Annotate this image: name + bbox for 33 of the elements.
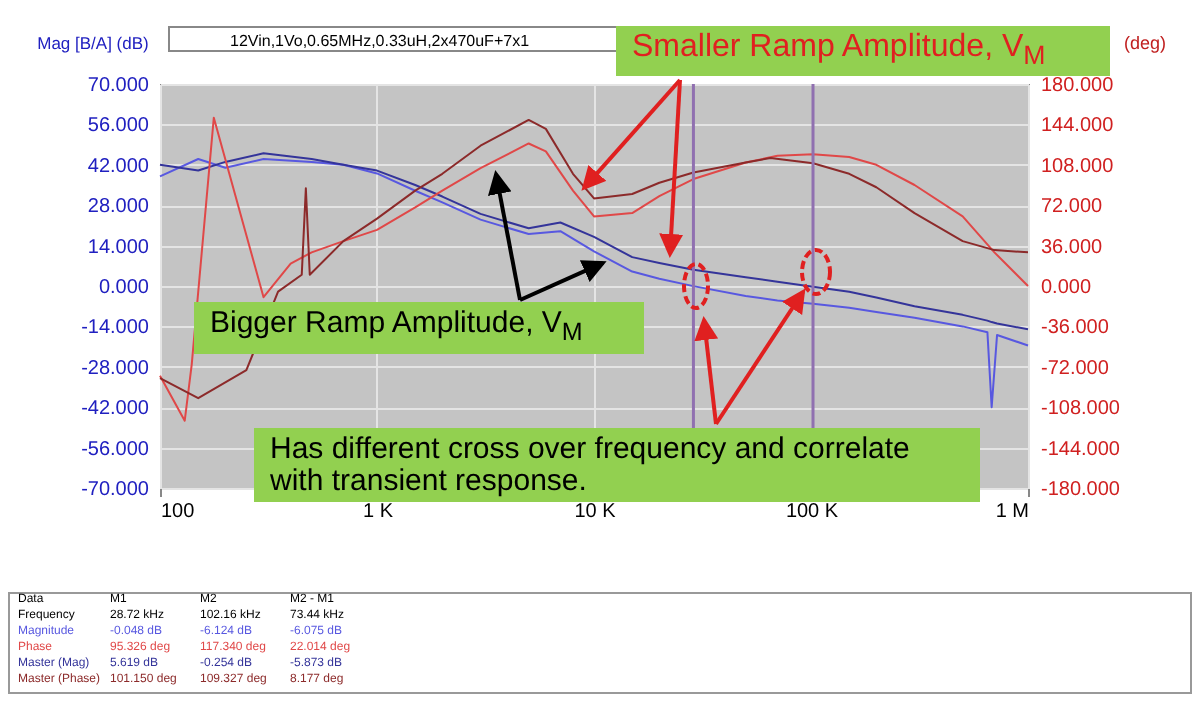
y2-tick-label: -72.000: [1041, 357, 1110, 380]
y-tick-label: 70.000: [87, 75, 150, 97]
x-tick-label: 1 K: [362, 501, 394, 523]
y-tick-label: -70.000: [81, 479, 150, 501]
y-tick-label: 28.000: [87, 196, 150, 219]
y2-tick-label: 180.000: [1041, 75, 1115, 97]
y2-tick-label: -108.000: [1041, 398, 1121, 421]
y2-tick-label: 36.000: [1041, 236, 1104, 259]
y-tick-label: -42.000: [81, 398, 150, 421]
x-tick-label: 1 M: [995, 501, 1029, 523]
x-tick-label: 100: [161, 501, 196, 523]
y2-tick-label: 144.000: [1041, 115, 1115, 138]
y2-tick-label: -144.000: [1041, 438, 1121, 461]
y2-tick-label: -36.000: [1041, 317, 1110, 340]
y-tick-label: -14.000: [81, 317, 150, 340]
chart-title: 12Vin,1Vo,0.65MHz,0.33uH,2x470uF+7x1: [230, 32, 530, 50]
y2-tick-label: 108.000: [1041, 155, 1115, 178]
y2-tick-label: -180.000: [1041, 479, 1121, 501]
y-tick-label: 42.000: [87, 155, 150, 178]
y2-axis-title: (deg): [1123, 33, 1167, 53]
y-tick-label: 56.000: [87, 115, 150, 138]
y2-tick-label: 72.000: [1041, 196, 1104, 219]
y-tick-label: 0.000: [98, 277, 150, 299]
x-tick-label: 100 K: [785, 501, 839, 523]
callout-box: Smaller Ramp Amplitude, V$_{M}$: [616, 26, 1110, 76]
x-tick-label: 10 K: [574, 501, 617, 523]
callout-box: Bigger Ramp Amplitude, V$_{M}$: [194, 302, 644, 354]
y-axis-title: Mag [B/A] (dB): [37, 33, 150, 53]
y-tick-label: -56.000: [81, 438, 150, 461]
y2-tick-label: 0.000: [1041, 277, 1092, 299]
callout-box: Has different cross over frequency and correlate with transient response.: [254, 428, 980, 502]
y-tick-label: -28.000: [81, 357, 150, 380]
y-tick-label: 14.000: [87, 236, 150, 259]
